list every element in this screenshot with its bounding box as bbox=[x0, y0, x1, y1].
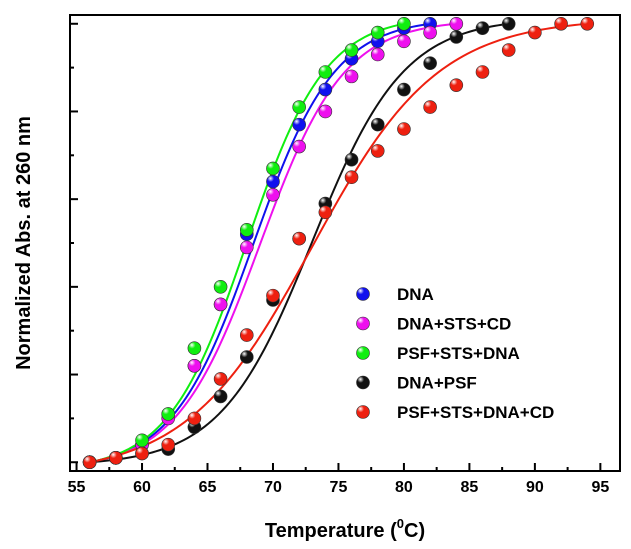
data-point bbox=[344, 43, 359, 57]
y-axis-label: Normalized Abs. at 260 nm bbox=[13, 116, 35, 370]
data-point bbox=[580, 16, 595, 31]
data-point bbox=[292, 139, 306, 154]
legend-marker bbox=[356, 287, 370, 301]
data-point bbox=[397, 122, 411, 136]
fit-curve bbox=[89, 22, 457, 464]
data-point bbox=[475, 21, 490, 35]
fit-curves bbox=[89, 22, 588, 464]
data-point bbox=[423, 25, 437, 40]
x-tick-label: 90 bbox=[526, 479, 544, 496]
data-point bbox=[266, 187, 280, 202]
x-tick-label: 65 bbox=[199, 479, 217, 496]
data-point bbox=[213, 280, 228, 294]
data-point bbox=[109, 451, 123, 465]
data-point bbox=[501, 43, 516, 57]
data-point bbox=[292, 100, 306, 114]
data-points bbox=[82, 16, 595, 470]
data-point bbox=[187, 341, 202, 356]
data-point bbox=[370, 117, 385, 132]
data-point bbox=[135, 433, 149, 448]
data-point bbox=[318, 104, 333, 119]
data-point bbox=[397, 82, 411, 97]
data-point bbox=[239, 240, 254, 255]
data-point bbox=[266, 288, 280, 303]
x-axis-label-superscript: 0 bbox=[397, 516, 404, 531]
x-tick-label: 70 bbox=[264, 479, 282, 496]
data-point bbox=[266, 174, 280, 189]
data-point bbox=[239, 223, 254, 237]
data-point bbox=[397, 16, 411, 31]
data-point bbox=[266, 161, 280, 176]
data-point bbox=[423, 56, 437, 71]
data-point bbox=[449, 78, 464, 92]
data-point bbox=[292, 231, 306, 246]
data-point bbox=[187, 358, 202, 373]
legend-label: DNA bbox=[397, 285, 434, 304]
legend-label: DNA+STS+CD bbox=[397, 315, 511, 334]
legend-label: DNA+PSF bbox=[397, 374, 477, 393]
data-point bbox=[213, 389, 228, 404]
data-point bbox=[344, 152, 359, 167]
data-point bbox=[370, 25, 385, 40]
data-point bbox=[213, 372, 228, 386]
legend-marker bbox=[356, 316, 370, 331]
data-point bbox=[370, 47, 385, 62]
data-point bbox=[449, 16, 464, 31]
data-point bbox=[501, 16, 516, 31]
data-point bbox=[370, 144, 385, 158]
legend-marker bbox=[356, 375, 370, 390]
fit-curve bbox=[89, 22, 509, 464]
data-point bbox=[239, 328, 254, 342]
data-point bbox=[187, 411, 202, 426]
data-point bbox=[213, 297, 228, 312]
x-tick-label: 55 bbox=[68, 479, 86, 496]
x-tick-label: 85 bbox=[461, 479, 479, 496]
data-point bbox=[318, 65, 333, 79]
data-point bbox=[239, 350, 254, 364]
data-point bbox=[318, 82, 333, 97]
x-tick-label: 75 bbox=[330, 479, 348, 496]
data-point bbox=[449, 30, 464, 44]
fit-curve bbox=[89, 22, 588, 464]
x-axis-label-suffix: C) bbox=[404, 520, 425, 542]
data-point bbox=[397, 34, 411, 49]
legend-marker bbox=[356, 346, 370, 360]
x-tick-label: 60 bbox=[133, 479, 151, 496]
y-axis-ticks bbox=[70, 22, 78, 464]
data-point bbox=[344, 69, 359, 84]
data-point bbox=[161, 437, 176, 452]
legend-marker bbox=[356, 405, 370, 419]
legend-label: PSF+STS+DNA bbox=[397, 344, 520, 363]
data-point bbox=[135, 446, 149, 461]
data-point bbox=[318, 205, 333, 220]
data-point bbox=[528, 25, 542, 40]
data-point bbox=[475, 65, 490, 79]
data-point bbox=[82, 455, 97, 470]
legend-label: PSF+STS+DNA+CD bbox=[397, 403, 554, 422]
legend: DNA DNA+STS+CD PSF+STS+DNA DNA+PSF PSF+STS+D… bbox=[356, 285, 554, 422]
data-point bbox=[161, 407, 176, 421]
data-point bbox=[344, 170, 359, 185]
x-tick-label: 95 bbox=[591, 479, 609, 496]
x-tick-label: 80 bbox=[395, 479, 413, 496]
x-axis-label: Temperature (0C) bbox=[265, 516, 425, 542]
data-point bbox=[554, 16, 568, 31]
data-point bbox=[292, 117, 306, 132]
x-axis-ticks: 55 60 65 70 75 80 85 90 95 bbox=[68, 463, 609, 496]
data-point bbox=[423, 100, 437, 114]
